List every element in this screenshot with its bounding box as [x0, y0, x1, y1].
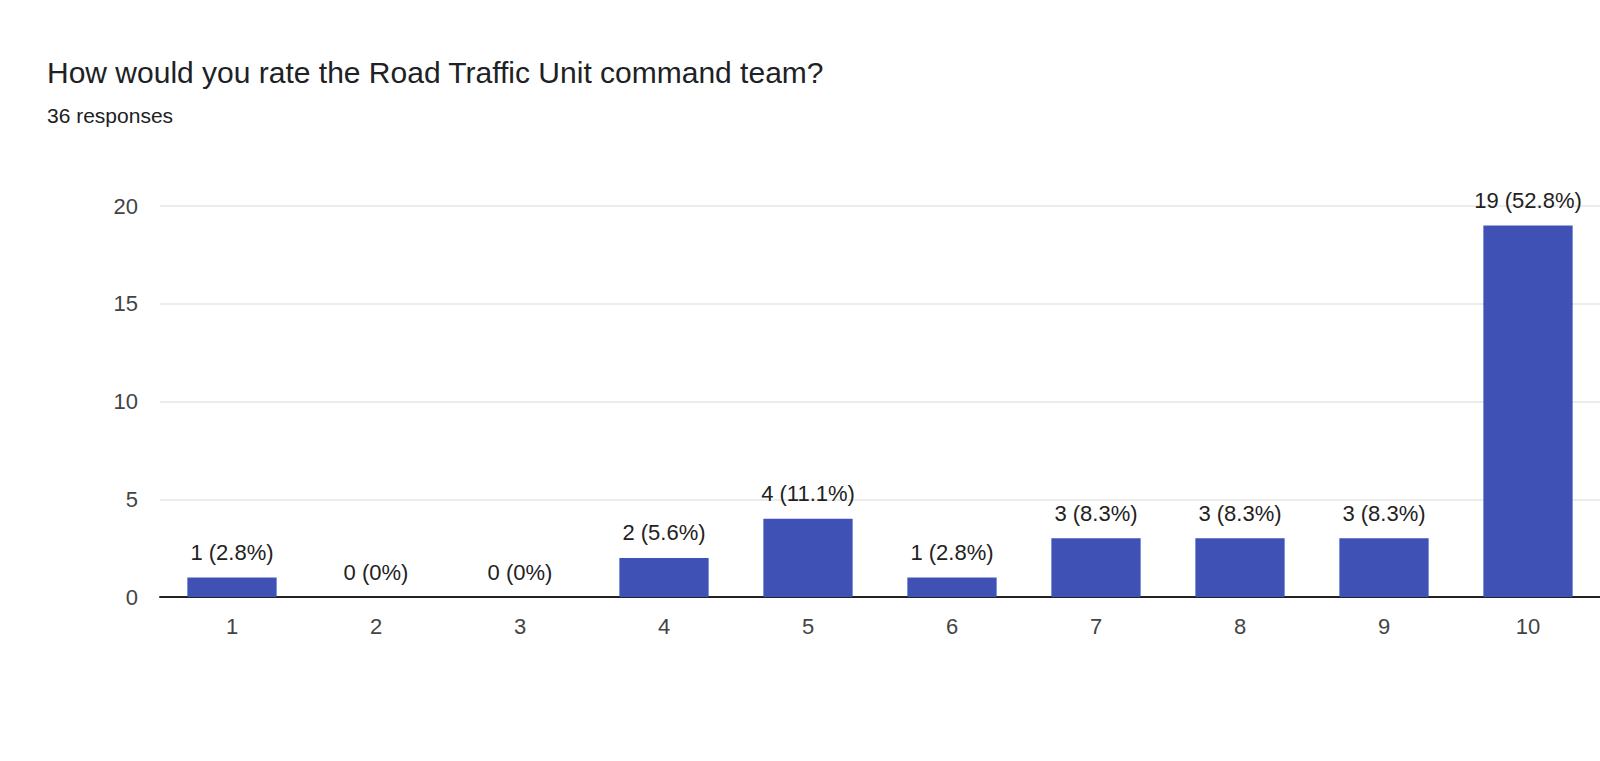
- svg-text:4 (11.1%): 4 (11.1%): [761, 481, 855, 506]
- svg-text:19 (52.8%): 19 (52.8%): [1474, 188, 1582, 213]
- svg-text:20: 20: [114, 194, 138, 219]
- svg-text:10: 10: [1516, 614, 1540, 639]
- svg-text:0: 0: [126, 585, 138, 610]
- svg-text:10: 10: [114, 389, 138, 414]
- svg-text:1 (2.8%): 1 (2.8%): [910, 540, 993, 565]
- svg-text:3 (8.3%): 3 (8.3%): [1342, 501, 1425, 526]
- svg-text:6: 6: [946, 614, 958, 639]
- svg-text:7: 7: [1090, 614, 1102, 639]
- svg-text:36 responses: 36 responses: [47, 104, 173, 127]
- svg-text:5: 5: [802, 614, 814, 639]
- svg-text:2: 2: [370, 614, 382, 639]
- svg-text:3 (8.3%): 3 (8.3%): [1198, 501, 1281, 526]
- svg-text:1 (2.8%): 1 (2.8%): [190, 540, 273, 565]
- svg-text:2 (5.6%): 2 (5.6%): [622, 520, 705, 545]
- svg-text:5: 5: [126, 487, 138, 512]
- svg-text:8: 8: [1234, 614, 1246, 639]
- svg-text:0 (0%): 0 (0%): [488, 560, 553, 585]
- svg-text:1: 1: [226, 614, 238, 639]
- svg-text:9: 9: [1378, 614, 1390, 639]
- svg-text:0 (0%): 0 (0%): [344, 560, 409, 585]
- svg-text:How would you rate the Road Tr: How would you rate the Road Traffic Unit…: [47, 56, 823, 89]
- svg-text:4: 4: [658, 614, 670, 639]
- svg-text:15: 15: [114, 291, 138, 316]
- svg-text:3: 3: [514, 614, 526, 639]
- svg-text:3 (8.3%): 3 (8.3%): [1054, 501, 1137, 526]
